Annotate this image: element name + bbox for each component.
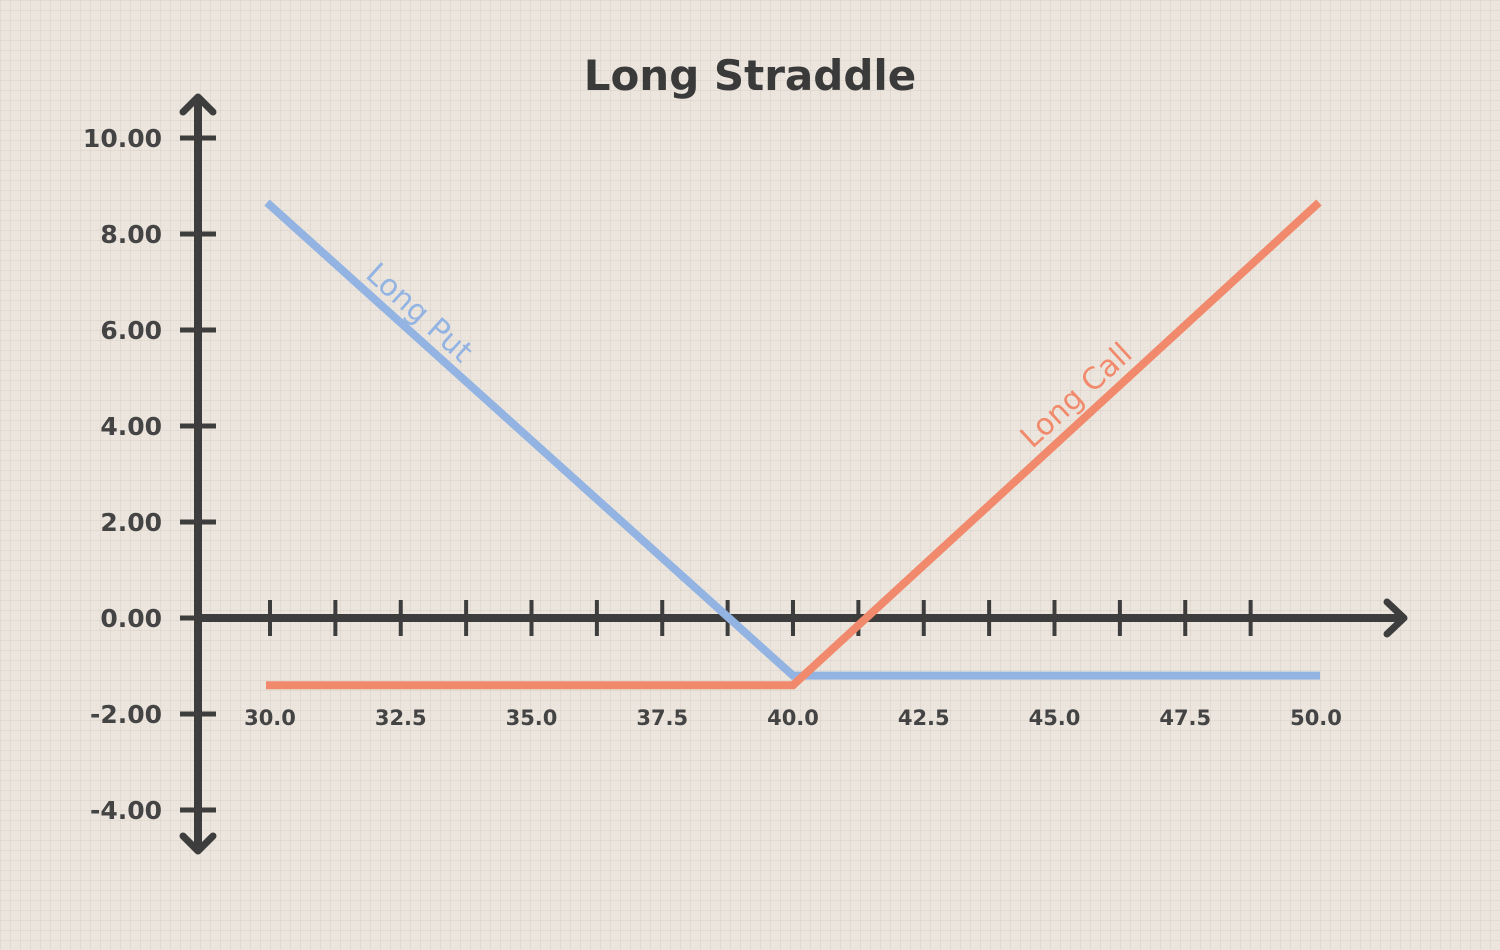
- x-axis-arrow: [1383, 598, 1408, 638]
- x-tick-label: 42.5: [898, 706, 950, 730]
- chart-title: Long Straddle: [584, 51, 917, 100]
- series-line-long-call: [266, 199, 1322, 690]
- x-tick-label: 32.5: [375, 706, 427, 730]
- x-tick-label: 37.5: [636, 706, 688, 730]
- y-axis-arrow-up: [179, 93, 217, 116]
- y-tick-label: -2.00: [90, 700, 162, 729]
- series-line-long-put: [264, 199, 1320, 680]
- y-tick-label: 2.00: [100, 508, 162, 537]
- x-tick-label: 47.5: [1159, 706, 1211, 730]
- series-label-long-put: Long Put: [359, 256, 480, 369]
- series-label-long-call: Long Call: [1014, 336, 1139, 455]
- y-tick-label: -4.00: [90, 796, 162, 825]
- x-tick-label: 50.0: [1290, 706, 1342, 730]
- series-lines: [264, 199, 1322, 690]
- y-tick-label: 8.00: [100, 220, 162, 249]
- y-tick-label: 6.00: [100, 316, 162, 345]
- x-tick-label: 45.0: [1029, 706, 1081, 730]
- x-tick-label: 40.0: [767, 706, 819, 730]
- x-tick-label: 35.0: [506, 706, 558, 730]
- y-tick-label: 4.00: [100, 412, 162, 441]
- series-labels: Long Put Long Call: [359, 256, 1139, 455]
- y-tick-label: 0.00: [100, 604, 162, 633]
- axes: 10.00 8.00 6.00 4.00 2.00 0.00 -2.00 -4.00 30.0 3…: [83, 93, 1408, 855]
- y-axis-arrow-down: [179, 832, 217, 855]
- x-tick-label: 30.0: [244, 706, 296, 730]
- y-tick-label: 10.00: [83, 124, 162, 153]
